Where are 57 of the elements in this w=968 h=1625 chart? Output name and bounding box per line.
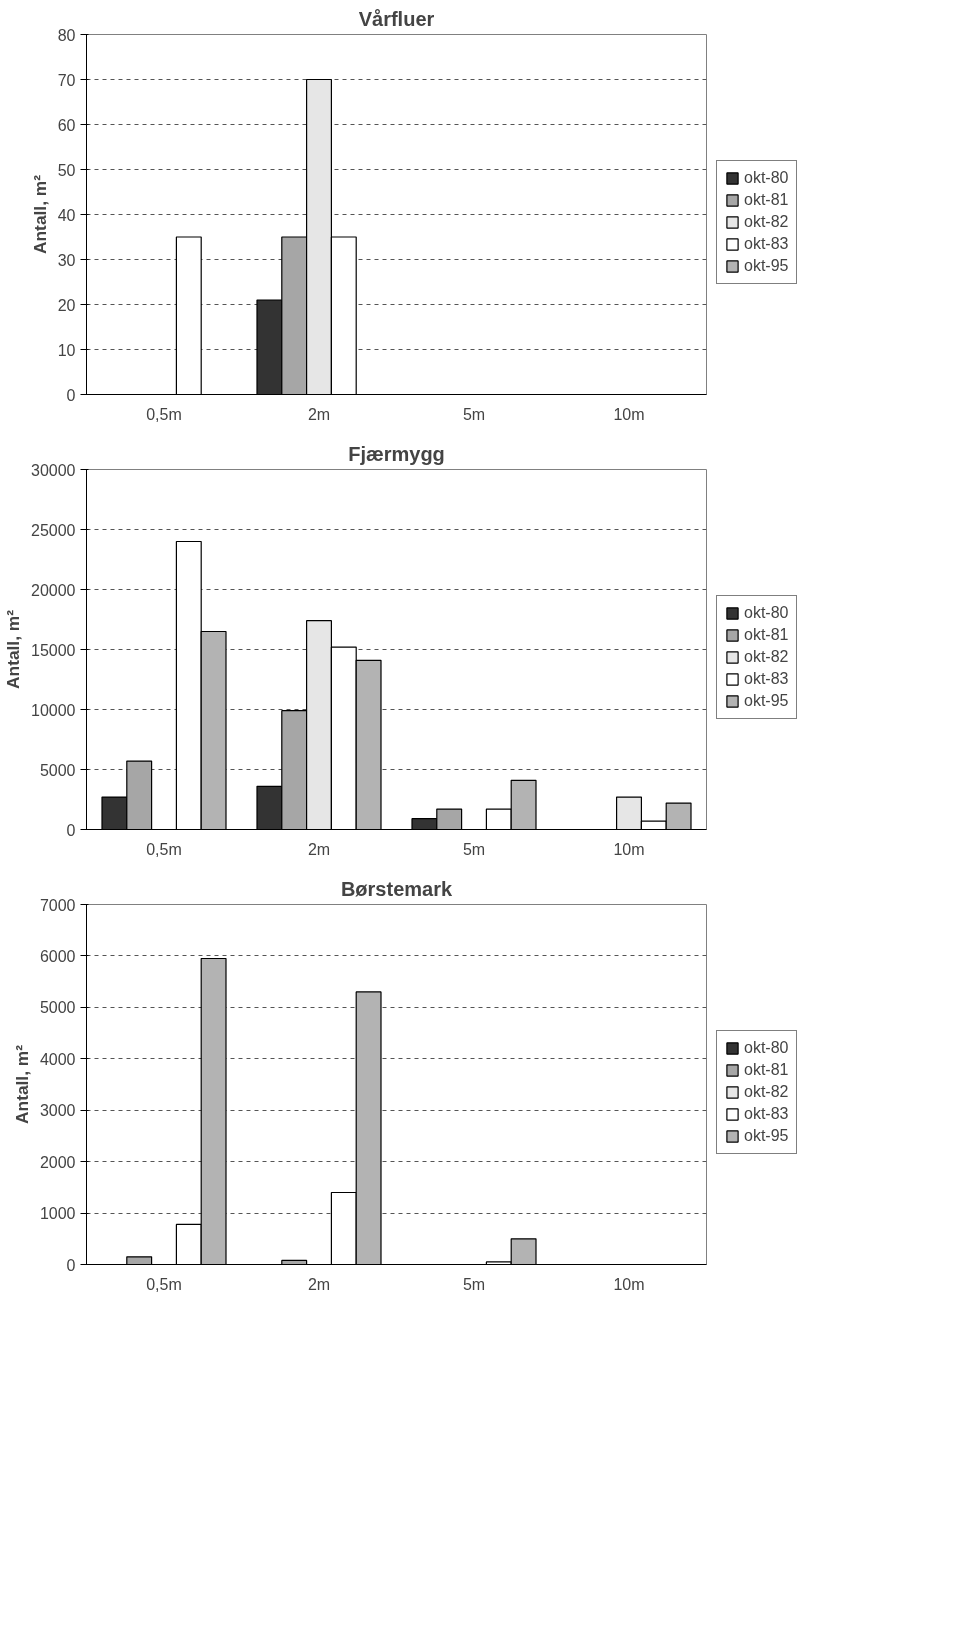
y-axis-title: Antall, m² <box>11 1044 32 1124</box>
legend-label: okt-80 <box>744 1039 789 1057</box>
x-tick-label: 2m <box>307 405 331 423</box>
x-tick-label: 5m <box>462 405 486 423</box>
y-tick-label: 4000 <box>39 1050 76 1068</box>
chart-title: Vårfluer <box>358 7 435 30</box>
x-tick-label: 0,5m <box>146 405 182 423</box>
x-tick-label: 10m <box>613 405 645 423</box>
legend-label: okt-80 <box>744 604 789 622</box>
x-tick-label: 0,5m <box>146 1275 182 1293</box>
y-tick-label: 5000 <box>39 761 76 779</box>
y-tick-label: 20 <box>57 296 76 314</box>
y-tick-label: 2000 <box>39 1153 76 1171</box>
y-tick-label: 80 <box>57 26 76 44</box>
legend-label: okt-95 <box>744 692 789 710</box>
y-tick-label: 0 <box>66 821 76 839</box>
legend-label: okt-83 <box>744 670 789 688</box>
x-tick-label: 0,5m <box>146 840 182 858</box>
y-tick-label: 0 <box>66 1256 76 1274</box>
legend-label: okt-81 <box>744 626 789 644</box>
y-tick-label: 10000 <box>31 701 76 719</box>
y-tick-label: 25000 <box>31 521 76 539</box>
y-tick-label: 40 <box>57 206 76 224</box>
x-tick-label: 10m <box>613 840 645 858</box>
y-tick-label: 1000 <box>39 1205 76 1223</box>
y-axis-title: Antall, m² <box>29 174 50 254</box>
y-tick-label: 15000 <box>31 641 76 659</box>
y-tick-label: 50 <box>57 161 76 179</box>
chart-title: Fjærmygg <box>348 442 445 465</box>
x-tick-label: 5m <box>462 840 486 858</box>
legend-label: okt-82 <box>744 213 789 231</box>
y-tick-label: 30000 <box>31 461 76 479</box>
y-tick-label: 30 <box>57 251 76 269</box>
legend-label: okt-83 <box>744 1105 789 1123</box>
legend-label: okt-83 <box>744 235 789 253</box>
y-axis-title: Antall, m² <box>3 609 24 689</box>
x-tick-label: 5m <box>462 1275 486 1293</box>
legend-label: okt-81 <box>744 1061 789 1079</box>
y-tick-label: 3000 <box>39 1102 76 1120</box>
legend-label: okt-80 <box>744 169 789 187</box>
y-tick-label: 20000 <box>31 581 76 599</box>
legend-label: okt-82 <box>744 1083 789 1101</box>
y-tick-label: 6000 <box>39 947 76 965</box>
y-tick-label: 0 <box>66 386 76 404</box>
y-tick-label: 5000 <box>39 999 76 1017</box>
legend-label: okt-81 <box>744 191 789 209</box>
x-tick-label: 10m <box>613 1275 645 1293</box>
legend-label: okt-95 <box>744 1127 789 1145</box>
x-tick-label: 2m <box>307 1275 331 1293</box>
chart-title: Børstemark <box>340 877 453 900</box>
legend-label: okt-95 <box>744 257 789 275</box>
y-tick-label: 70 <box>57 71 76 89</box>
y-tick-label: 10 <box>57 341 76 359</box>
legend-label: okt-82 <box>744 648 789 666</box>
y-tick-label: 7000 <box>39 896 76 914</box>
y-tick-label: 60 <box>57 116 76 134</box>
x-tick-label: 2m <box>307 840 331 858</box>
